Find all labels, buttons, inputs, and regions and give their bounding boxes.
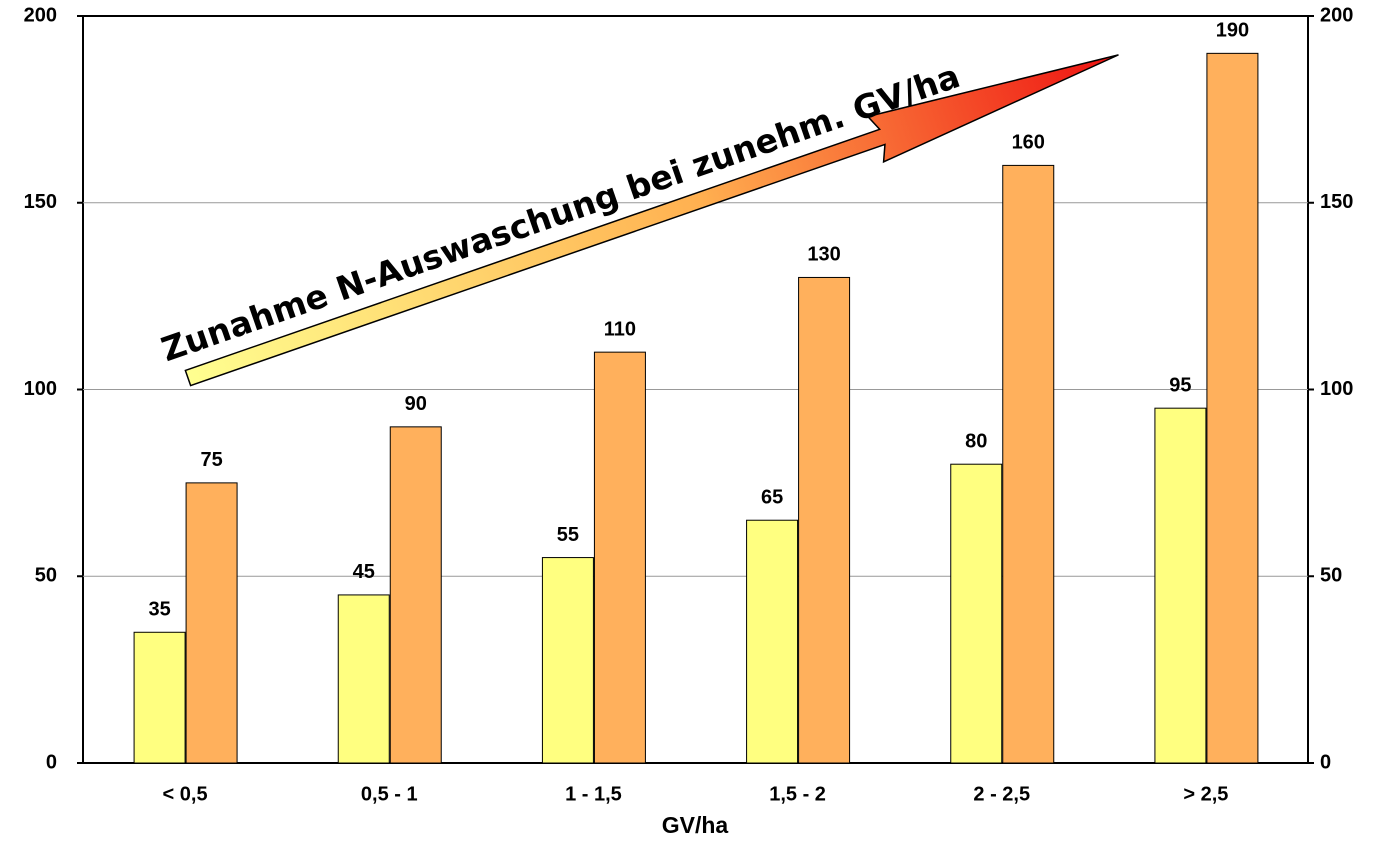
y-tick-label: 0 [46, 751, 57, 773]
data-label: 75 [200, 449, 222, 471]
bar [950, 463, 1003, 764]
data-label: 190 [1216, 20, 1249, 42]
data-label: 80 [965, 430, 987, 452]
arrow-shape [184, 54, 1119, 387]
x-tick-label: 1,5 - 2 [769, 783, 826, 805]
y2-tick-label: 50 [1320, 565, 1342, 587]
x-axis-label: GV/ha [662, 812, 729, 838]
y2-tick-label: 150 [1320, 191, 1353, 213]
y-tick-label: 100 [24, 378, 57, 400]
data-label: 95 [1169, 374, 1191, 396]
bar [337, 594, 390, 764]
bar [389, 426, 442, 764]
y-tick-label: 50 [35, 565, 57, 587]
data-label: 45 [353, 561, 375, 583]
x-tick-label: 1 - 1,5 [565, 783, 622, 805]
data-label: 160 [1012, 132, 1045, 154]
y2-tick-label: 0 [1320, 751, 1331, 773]
bar [1154, 407, 1207, 764]
data-label: 90 [405, 393, 427, 415]
data-label: 130 [807, 244, 840, 266]
y2-tick-label: 200 [1320, 4, 1353, 26]
x-tick-label: 0,5 - 1 [361, 783, 418, 805]
bar [1206, 52, 1259, 764]
bar [1002, 164, 1055, 764]
data-label: 55 [557, 524, 579, 546]
marks: 0 50 100 150 200 0 50 100 150 200 < 0,5 35 75 0,5 - 1… [24, 4, 1354, 805]
data-label: 65 [761, 487, 783, 509]
bar [746, 519, 799, 764]
bar [185, 482, 238, 764]
bar [798, 276, 851, 764]
x-tick-label: 2 - 2,5 [973, 783, 1030, 805]
x-tick-label: > 2,5 [1183, 783, 1228, 805]
bar [541, 557, 594, 764]
y-tick-label: 150 [24, 191, 57, 213]
bar [593, 351, 646, 764]
data-label: 35 [148, 599, 170, 621]
y-tick-label: 200 [24, 4, 57, 26]
y2-tick-label: 100 [1320, 378, 1353, 400]
x-tick-label: < 0,5 [163, 783, 208, 805]
bar [133, 631, 186, 764]
data-label: 110 [604, 318, 636, 340]
trend-arrow: Zunahme N-Auswaschung bei zunehm. GV/ha [156, 54, 1119, 387]
